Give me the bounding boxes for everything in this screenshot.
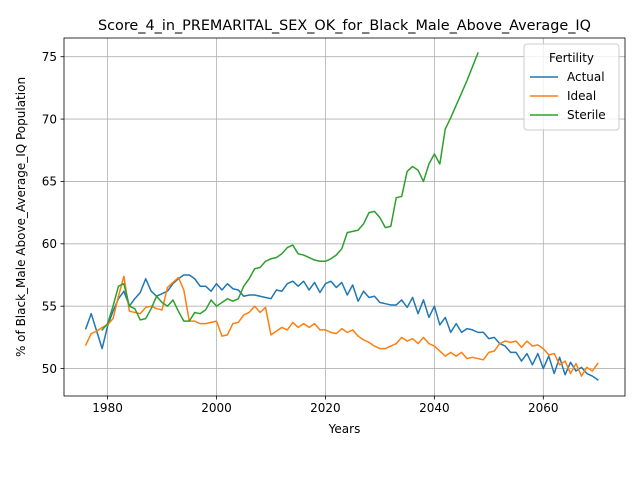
y-tick-label: 70	[42, 112, 57, 126]
y-tick-label: 55	[42, 299, 57, 313]
plot-area-frame	[63, 37, 626, 397]
series-line-sterile	[101, 51, 479, 331]
x-tick-label: 2000	[201, 401, 232, 415]
x-tick-label: 1980	[92, 401, 123, 415]
y-axis-label: % of Black_Male Above_Average_IQ Populat…	[14, 77, 28, 357]
legend-label-actual: Actual	[567, 70, 605, 84]
legend: Fertility Actual Ideal Sterile	[523, 43, 620, 131]
legend-label-ideal: Ideal	[567, 89, 596, 103]
series-line-ideal	[84, 275, 599, 377]
series-line-actual	[84, 274, 599, 381]
y-tick-label: 65	[42, 175, 57, 189]
x-axis-label: Years	[328, 422, 361, 436]
y-tick-label: 50	[42, 362, 57, 376]
legend-box	[523, 43, 620, 131]
legend-label-sterile: Sterile	[567, 108, 606, 122]
legend-entries: Actual Ideal Sterile	[530, 70, 606, 122]
x-tick-label: 2040	[419, 401, 450, 415]
y-tick-label: 60	[42, 237, 57, 251]
x-tick-label: 2060	[528, 401, 559, 415]
axis-ticks: 1980 2000 2020 2040 2060 50 55 60 65 70 75	[42, 50, 559, 415]
legend-title: Fertility	[549, 51, 594, 65]
chart-title: Score_4_in_PREMARITAL_SEX_OK_for_Black_M…	[98, 18, 591, 34]
series-lines	[84, 51, 599, 381]
x-tick-label: 2020	[310, 401, 341, 415]
y-tick-label: 75	[42, 50, 57, 64]
